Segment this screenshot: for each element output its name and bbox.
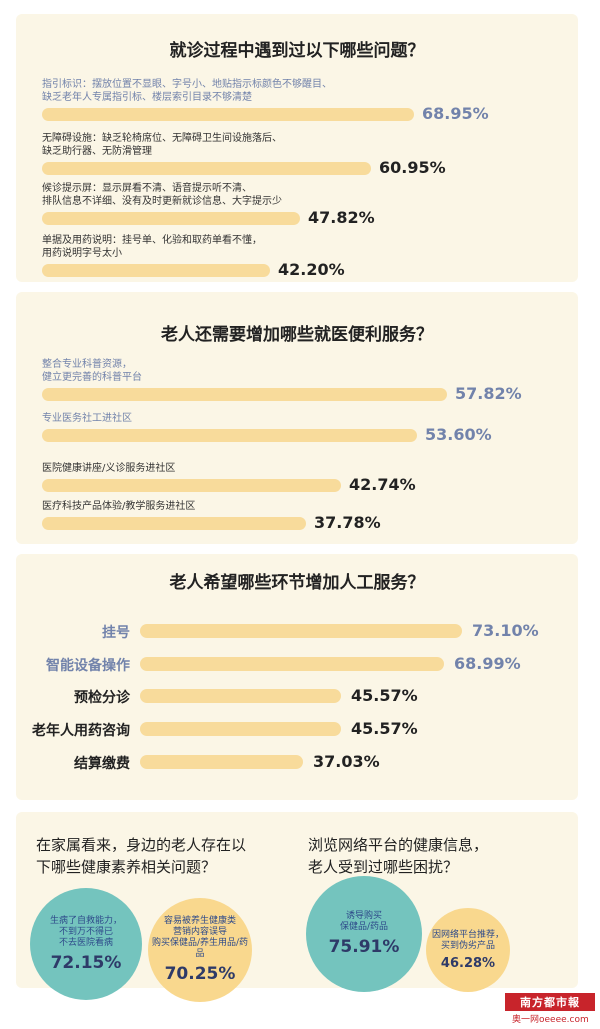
category-label: 健立更完善的科普平台 [42,372,142,383]
question-title-line: 老人受到过哪些困扰？ [308,858,459,876]
bar [42,264,270,277]
question-title-line: 在家属看来，身边的老人存在以 [36,836,247,854]
value-label: 73.10% [472,621,539,640]
panel-visit-problems: 就诊过程中遇到过以下哪些问题？ 指引标识：摆放位置不显眼、字号小、地贴指示标颜色… [16,14,578,282]
bar [140,624,462,638]
category-label: 医疗科技产品体验/教学服务进社区 [42,501,196,512]
category-label: 缺乏老年人专属指引标、楼层索引目录不够清楚 [42,92,252,103]
bubble-value: 72.15% [50,952,122,973]
value-label: 53.60% [425,425,492,444]
bubble-value: 75.91% [328,937,400,957]
value-label: 37.03% [313,752,380,771]
category-label: 结算缴费 [74,756,130,772]
bar [140,722,341,736]
value-label: 60.95% [379,158,446,177]
bar [42,108,414,121]
value-label: 37.78% [314,513,381,532]
website-label: 奥一网oeeee.com [512,1015,589,1025]
chart-title: 老人希望哪些环节增加人工服务？ [169,573,425,593]
bar [42,388,447,401]
value-label: 68.95% [422,104,489,123]
bar [140,689,341,703]
question-title-line: 浏览网络平台的健康信息， [308,836,489,854]
bar [42,429,417,442]
value-label: 47.82% [308,208,375,227]
bubble-fake-products: 因网络平台推荐， 买到伪劣产品 46.28% [426,908,510,992]
bubble-value: 70.25% [164,964,236,984]
question-title-left: 在家属看来，身边的老人存在以 下哪些健康素养相关问题？ [36,834,246,878]
category-label: 挂号 [102,625,130,641]
category-label: 候诊提示屏：显示屏看不清、语音提示听不清、 [42,183,252,194]
value-label: 45.57% [351,686,418,705]
chart-title: 就诊过程中遇到过以下哪些问题？ [169,41,425,61]
bubble-label: 因网络平台推荐， [431,929,504,940]
bubble-label: 不到万不得已 [58,926,113,937]
value-label: 68.99% [454,654,521,673]
panel-convenience-services: 老人还需要增加哪些就医便利服务？ 整合专业科普资源， 健立更完善的科普平台 57.8… [16,292,578,544]
bubble-value: 46.28% [440,955,496,971]
bubble-misled-marketing: 容易被养生健康类 营销内容误导 购买保健品/养生用品/药品 70.25% [148,898,252,1002]
category-label: 整合专业科普资源， [42,359,132,370]
value-label: 57.82% [455,384,522,403]
newspaper-logo: 南方都市報 [505,993,595,1011]
question-title-right: 浏览网络平台的健康信息， 老人受到过哪些困扰？ [308,834,488,878]
bar [42,479,341,492]
value-label: 42.74% [349,475,416,494]
bar [42,212,300,225]
bubble-induced-purchase: 诱导购买 保健品/药品 75.91% [306,876,422,992]
panel-health-literacy: 在家属看来，身边的老人存在以 下哪些健康素养相关问题？ 浏览网络平台的健康信息，… [16,812,578,1002]
bar [42,517,306,530]
value-label: 42.20% [278,260,345,279]
category-label: 无障碍设施：缺乏轮椅席位、无障碍卫生间设施落后、 [42,133,282,144]
category-label: 医院健康讲座/义诊服务进社区 [42,463,176,474]
bubble-self-rescue: 生病了自救能力， 不到万不得已 不去医院看病 72.15% [30,888,142,1000]
bar [140,755,303,769]
category-label: 预检分诊 [74,690,130,706]
category-label: 智能设备操作 [46,658,130,674]
chart-title: 老人还需要增加哪些就医便利服务？ [161,325,433,345]
panel-manual-service: 老人希望哪些环节增加人工服务？ 挂号 73.10% 智能设备操作 68.99% 预检分诊… [16,554,578,800]
category-label: 缺乏助行器、无防滑管理 [42,146,152,157]
category-label: 排队信息不详细、没有及时更新就诊信息、大字提示少 [42,196,282,207]
bar [140,657,444,671]
bubble-label: 诱导购买 [345,911,382,921]
bubble-label: 保健品/药品 [339,922,389,932]
bubble-label: 生病了自救能力， [49,915,122,926]
bar [42,162,371,175]
bubble-label: 买到伪劣产品 [440,940,495,951]
bubble-label: 营销内容误导 [172,927,227,937]
category-label: 单据及用药说明：挂号单、化验和取药单看不懂， [42,235,262,246]
value-label: 45.57% [351,719,418,738]
bubble-label: 不去医院看病 [58,937,113,948]
bubble-label: 容易被养生健康类 [163,916,236,926]
category-label: 指引标识：摆放位置不显眼、字号小、地贴指示标颜色不够醒目、 [42,79,332,90]
bubble-label: 购买保健品/养生用品/药品 [151,938,249,959]
category-label: 老年人用药咨询 [32,723,130,739]
question-title-line: 下哪些健康素养相关问题？ [36,858,217,876]
category-label: 用药说明字号太小 [42,248,122,259]
category-label: 专业医务社工进社区 [42,413,132,424]
